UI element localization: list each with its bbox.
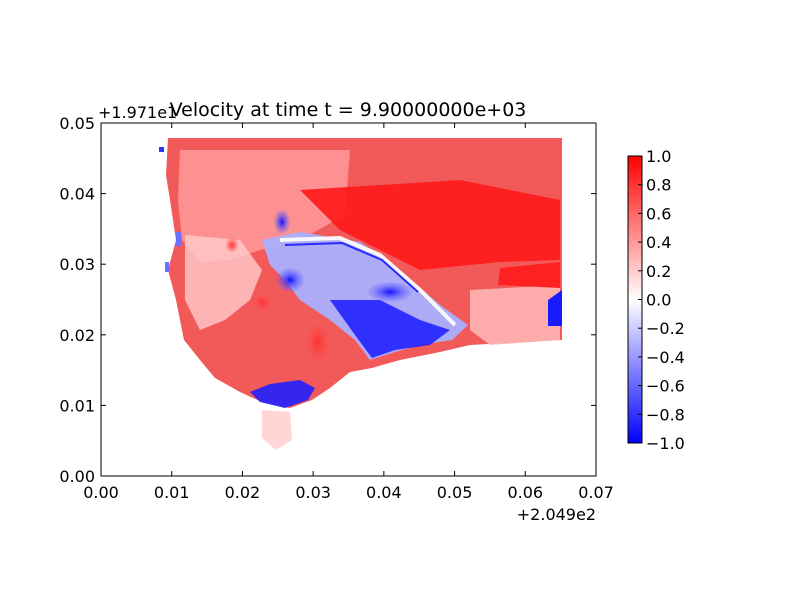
- heatmap-blue-strong: [330, 300, 450, 358]
- colorbar-tick-label: −0.6: [646, 377, 685, 396]
- heatmap-red-spot: [306, 322, 330, 362]
- heatmap-coast-streak: [279, 235, 457, 327]
- heatmap-white-region: [185, 235, 262, 330]
- y-tick-label: 0.04: [59, 185, 95, 204]
- x-tick-label: 0.07: [578, 483, 614, 502]
- x-offset-label: +2.049e2: [517, 505, 596, 524]
- plot-frame: [100, 122, 597, 477]
- x-axis: 0.00 0.01 0.02 0.03 0.04 0.05 0.06 0.07: [83, 123, 614, 502]
- colorbar-tick-label: −0.2: [646, 319, 685, 338]
- heatmap-blue-marker: [176, 232, 181, 246]
- y-tick-label: 0.03: [59, 255, 95, 274]
- y-tick-label: 0.05: [59, 114, 95, 133]
- x-tick-label: 0.05: [437, 483, 473, 502]
- heatmap-south-tail: [262, 410, 292, 450]
- heatmap-east-pink: [470, 285, 560, 345]
- y-axis: 0.00 0.01 0.02 0.03 0.04 0.05: [59, 114, 596, 486]
- colorbar-tick-label: −0.4: [646, 348, 685, 367]
- y-tick-label: 0.01: [59, 396, 95, 415]
- heatmap-coast-streak-blue: [284, 241, 419, 293]
- x-tick-label: 0.02: [225, 483, 261, 502]
- heatmap-blue-marker: [159, 147, 164, 152]
- heatmap-east-blue: [548, 290, 562, 326]
- x-tick-label: 0.06: [507, 483, 543, 502]
- heatmap-red-spot: [253, 293, 271, 311]
- heatmap-strong-red: [300, 180, 560, 270]
- x-tick-label: 0.00: [83, 483, 119, 502]
- y-tick-label: 0.00: [59, 467, 95, 486]
- colorbar-tick-label: −0.8: [646, 405, 685, 424]
- heatmap-blue-spot: [274, 210, 290, 234]
- chart-title: Velocity at time t = 9.90000000e+03: [170, 99, 527, 121]
- colorbar-tick-label: 0.2: [646, 262, 671, 281]
- heatmap-field: [159, 138, 562, 450]
- colorbar-tick-label: 0.4: [646, 233, 671, 252]
- colorbar-tick-label: 1.0: [646, 147, 671, 166]
- heatmap-east-streak: [498, 262, 560, 288]
- heatmap-blue-marker: [165, 262, 169, 272]
- heatmap-blue-spot: [368, 282, 412, 302]
- heatmap-blue-spot: [276, 268, 304, 292]
- x-tick-label: 0.01: [154, 483, 190, 502]
- y-tick-label: 0.02: [59, 326, 95, 345]
- colorbar-tick-label: 0.6: [646, 204, 671, 223]
- colorbar-tick-label: 0.8: [646, 176, 671, 195]
- x-tick-label: 0.03: [295, 483, 331, 502]
- x-tick-label: 0.04: [366, 483, 402, 502]
- colorbar-tick-label: 0.0: [646, 291, 671, 310]
- heatmap-south-blue: [250, 380, 315, 408]
- y-offset-label: +1.971e1: [98, 103, 177, 122]
- heatmap-red-spot: [226, 238, 238, 252]
- colorbar-axis: 1.0 0.8 0.6 0.4 0.2 0.0 −0.2 −0.4 −0.6 −0.8 −1.0: [638, 147, 685, 453]
- colorbar-tick-label: −1.0: [646, 434, 685, 453]
